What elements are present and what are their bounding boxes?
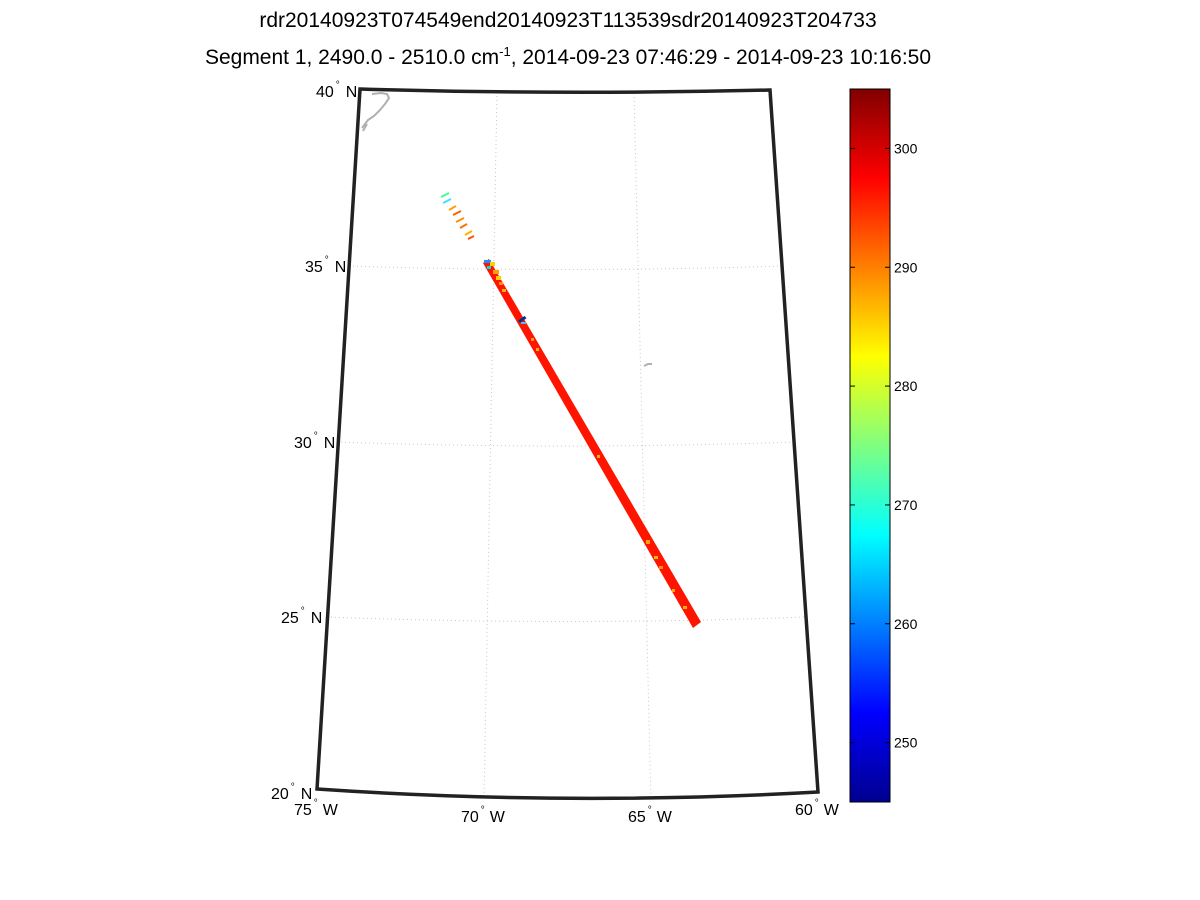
lat-label-40: 40 ° N [316,80,357,101]
map-frame [315,87,820,801]
colorbar-tick-label: 250 [894,735,918,751]
graticule-lon-65 [633,92,652,799]
lat-label-20: 20 ° N [271,782,312,803]
colorbar-tick-label: 280 [894,378,918,394]
colorbar-tick-label: 300 [894,140,918,156]
lon-label-70: 70 ° W [461,805,506,826]
lat-label-25: 25 ° N [281,606,322,627]
lon-label-60: 60 ° W [795,798,840,819]
colorbar-tick-label: 290 [894,259,918,275]
colorbar-tick-label: 260 [894,616,918,632]
lat-labels: 40 ° N 35 ° N 30 ° N 25 ° N 20 ° N [271,80,357,803]
lon-label-75: 75 ° W [294,798,339,819]
lon-labels: 75 ° W 70 ° W 65 ° W 60 ° W [294,798,840,826]
figure-title-line1: rdr20140923T074549end20140923T113539sdr2… [259,9,877,32]
graticule-lat-35 [348,265,784,270]
colorbar-gradient [849,88,891,803]
lat-label-35: 35 ° N [305,255,346,276]
colorbar-ticks: 300 290 280 270 260 250 [850,140,918,751]
lon-label-65: 65 ° W [628,805,673,826]
title-unit-exponent: -1 [499,44,511,59]
colorbar: 300 290 280 270 260 250 [849,88,918,803]
title-segment-text: Segment 1, 2490.0 - 2510.0 cm [204,46,500,69]
data-swath [440,192,701,628]
graticule [326,91,808,799]
title-time-range: , 2014-09-23 07:46:29 - 2014-09-23 10:16… [510,46,932,69]
graticule-lat-25 [326,616,808,622]
graticule-lon-70 [483,91,498,799]
coastline [361,91,652,367]
graticule-lat-30 [336,441,796,447]
colorbar-tick-label: 270 [894,497,918,513]
lat-label-30: 30 ° N [294,431,335,452]
figure-title-line2: Segment 1, 2490.0 - 2510.0 cm-1, 2014-09… [0,44,1136,70]
